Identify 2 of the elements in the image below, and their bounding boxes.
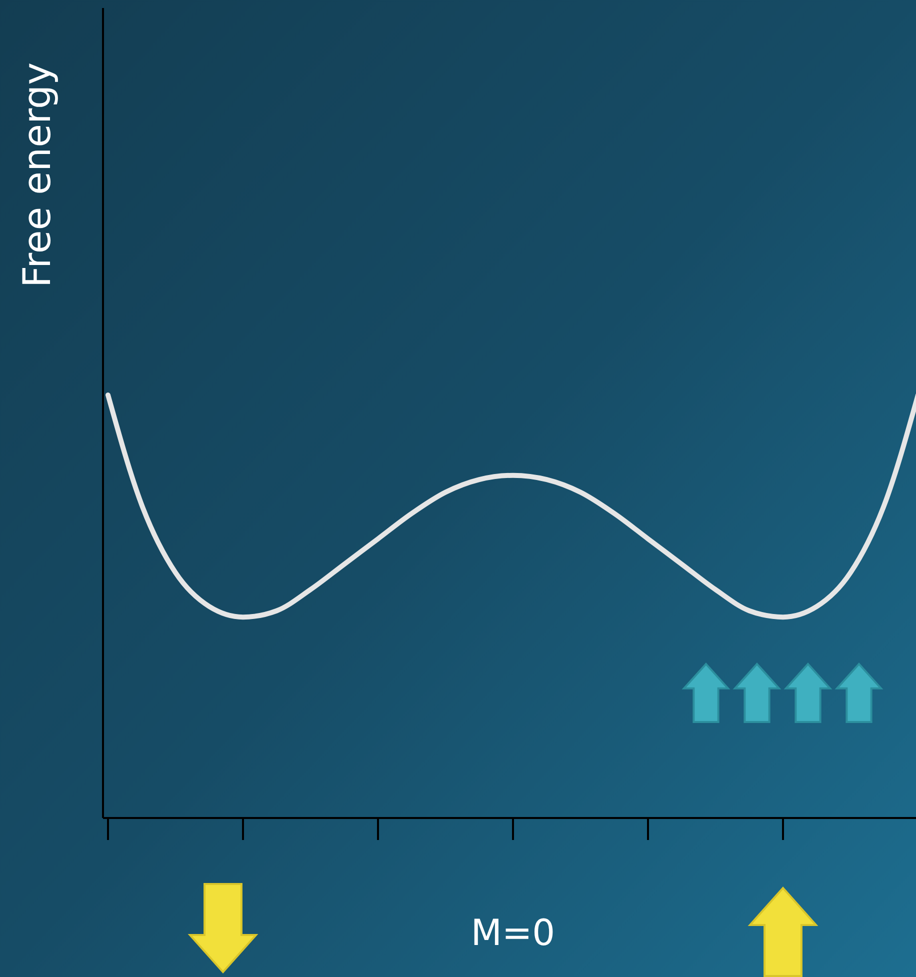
text: M=0 xyxy=(470,913,556,954)
y-axis-title: Free energy xyxy=(15,62,59,288)
